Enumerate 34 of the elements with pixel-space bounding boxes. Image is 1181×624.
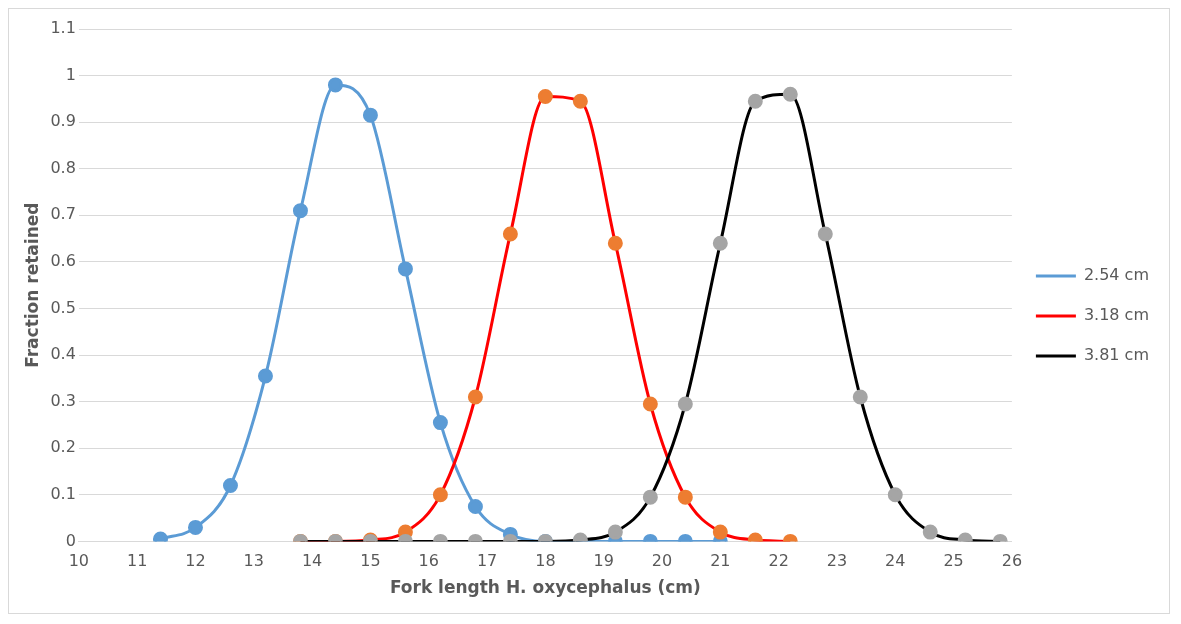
- x-tick-label: 13: [243, 551, 264, 571]
- y-tick-label: 0.4: [50, 344, 76, 364]
- y-tick-label: 1.1: [50, 18, 76, 38]
- x-tick-label: 21: [710, 551, 731, 571]
- y-tick-label: 0.6: [50, 251, 76, 271]
- y-tick-label: 0.1: [50, 483, 76, 503]
- x-tick-label: 16: [418, 551, 439, 571]
- y-tick-label: 0.2: [50, 437, 76, 457]
- y-tick-label: 0.7: [50, 204, 76, 224]
- x-tick-label: 15: [360, 551, 381, 571]
- legend-label: 3.18 cm: [1083, 305, 1149, 325]
- y-tick-label: 0.8: [50, 157, 76, 177]
- legend-label: 2.54 cm: [1083, 265, 1149, 285]
- x-tick-label: 20: [651, 551, 673, 571]
- y-tick-label: 0.3: [50, 390, 76, 410]
- x-tick-label: 23: [826, 551, 848, 571]
- y-tick-label: 0: [65, 530, 76, 550]
- x-tick-label: 12: [185, 551, 206, 571]
- legend-label: 3.81 cm: [1083, 345, 1149, 365]
- x-tick-label: 24: [885, 551, 906, 571]
- y-tick-label: 0.5: [50, 297, 76, 317]
- x-tick-label: 18: [535, 551, 556, 571]
- x-axis-title: Fork length H. oxycephalus (cm): [389, 577, 701, 598]
- y-tick-label: 1: [65, 64, 76, 84]
- x-tick-label: 14: [301, 551, 323, 571]
- x-tick-label: 22: [768, 551, 789, 571]
- x-tick-label: 26: [1001, 551, 1023, 571]
- y-tick-label: 0.9: [50, 111, 76, 131]
- y-axis-title: Fraction retained: [21, 202, 42, 368]
- x-tick-label: 10: [68, 551, 90, 571]
- x-tick-label: 11: [126, 551, 148, 571]
- x-tick-label: 25: [943, 551, 964, 571]
- x-tick-label: 17: [476, 551, 498, 571]
- x-tick-label: 19: [593, 551, 614, 571]
